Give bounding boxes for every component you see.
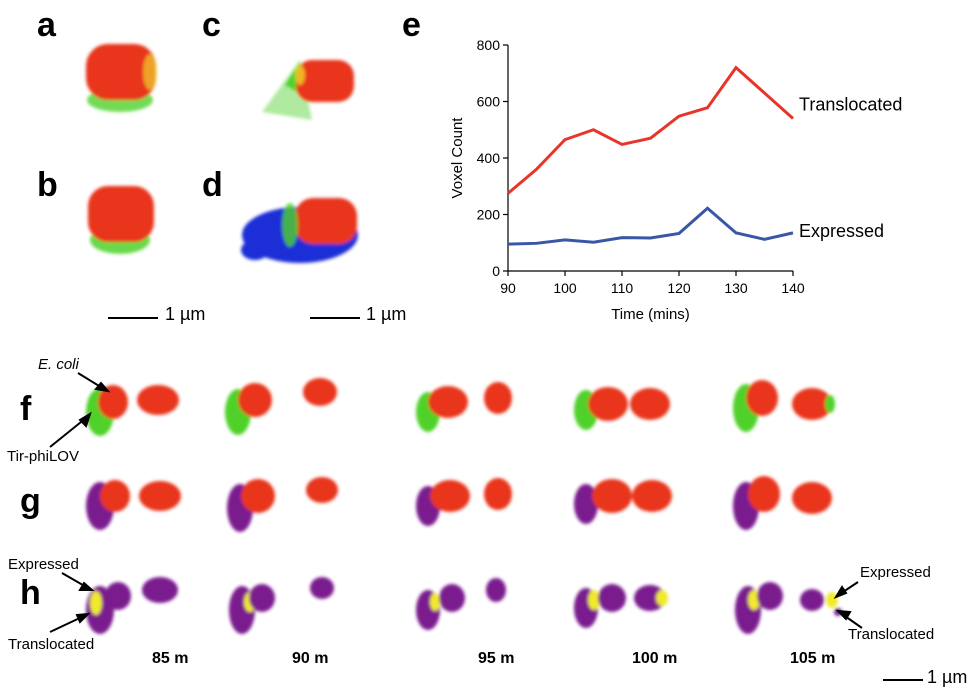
y-tick-label-200: 200 [477,207,501,223]
annotation-expressed-left: Expressed [8,556,79,573]
panel-label-a: a [37,6,56,44]
panel-label-c: c [202,6,221,44]
panel-label-h: h [20,574,41,612]
y-axis-label: Voxel Count [449,117,466,199]
series-label-translocated: Translocated [799,94,902,114]
annotation-ecoli: E. coli [38,356,79,373]
panel-label-f: f [20,390,32,428]
row-h-cells [86,577,842,634]
y-tick-label-0: 0 [492,263,500,279]
cell-render-d [241,198,358,263]
time-label-95: 95 m [478,650,515,667]
annotation-arrows [49,372,863,633]
scalebar-bottom-label: 1 µm [927,667,968,687]
scalebar-left-label: 1 µm [165,304,206,324]
time-label-105: 105 m [790,650,836,667]
series-line-expressed [507,206,794,246]
panel-label-d: d [202,166,223,204]
scalebar-bottom-line [883,679,923,681]
x-tick-label-130: 130 [724,280,748,296]
time-label-100: 100 m [632,650,678,667]
x-tick-label-110: 110 [611,280,634,296]
scalebar-left-line [108,317,158,319]
scalebar-middle-label: 1 µm [366,304,407,324]
voxel-count-chart: 0 200 400 600 800 90 100 110 120 130 140 Time (mins… [449,37,902,323]
panel-label-b: b [37,166,58,204]
time-label-85: 85 m [152,650,189,667]
panel-label-e: e [402,6,421,44]
x-tick-label-90: 90 [500,280,516,296]
y-tick-label-600: 600 [477,94,501,110]
series-line-translocated [507,65,794,195]
x-tick-label-120: 120 [667,280,691,296]
series-label-expressed: Expressed [799,221,884,241]
row-f-cells [86,378,835,436]
y-tick-label-800: 800 [477,37,501,53]
x-axis-label: Time (mins) [611,306,690,323]
annotation-expressed-right: Expressed [860,564,931,581]
cell-render-b [88,186,154,254]
cell-render-a [86,44,157,112]
y-tick-label-400: 400 [477,150,501,166]
annotation-translocated-right: Translocated [848,626,935,643]
annotation-translocated-left: Translocated [8,636,95,653]
cell-render-c [262,60,354,120]
annotation-tir-philov: Tir-phiLOV [7,448,79,465]
x-tick-label-100: 100 [553,280,577,296]
time-label-90: 90 m [292,650,329,667]
x-tick-label-140: 140 [781,280,805,296]
panel-label-g: g [20,482,41,520]
row-g-cells [86,476,832,532]
scalebar-middle-line [310,317,360,319]
